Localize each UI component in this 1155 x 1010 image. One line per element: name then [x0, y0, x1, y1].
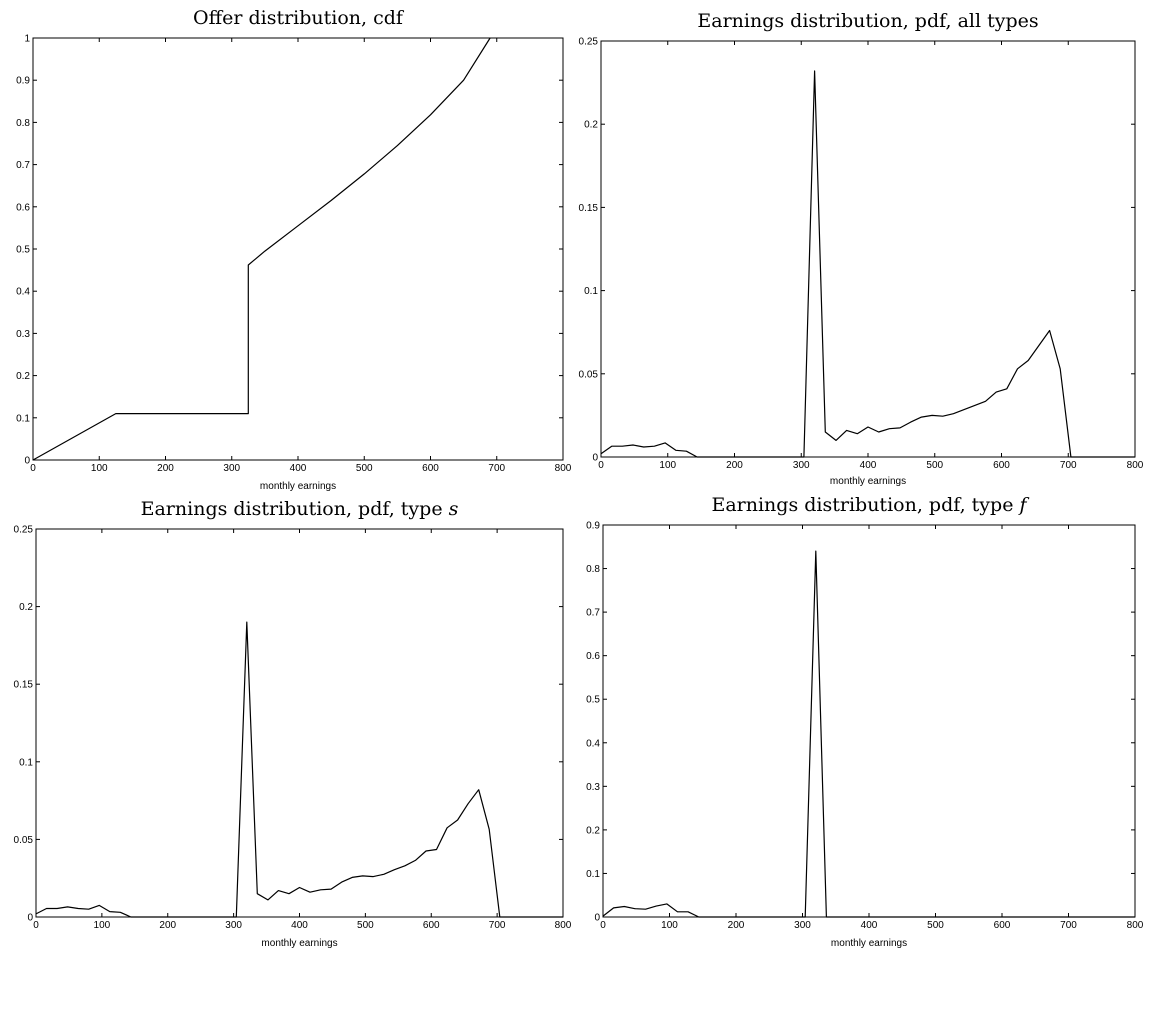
y-tick-label: 0.2: [19, 602, 33, 613]
series-line: [602, 550, 1135, 918]
x-tick-label: 200: [728, 920, 745, 931]
y-tick-label: 0.6: [16, 202, 30, 213]
plot-frame: [32, 37, 564, 461]
y-tick-label: 0.1: [19, 757, 33, 768]
x-tick-label: 700: [1060, 920, 1077, 931]
y-tick-label: 0.4: [16, 287, 30, 298]
y-tick-label: 0.9: [16, 76, 30, 87]
y-tick-label: 0.9: [586, 521, 600, 532]
y-tick-label: 0.5: [16, 245, 30, 256]
y-tick-label: 0.7: [586, 608, 600, 619]
x-tick-label: 800: [555, 920, 572, 931]
x-tick-label: 100: [91, 463, 108, 474]
x-tick-label: 700: [489, 920, 506, 931]
x-tick-label: 600: [422, 463, 439, 474]
x-tick-label: 200: [726, 460, 743, 471]
x-tick-label: 500: [926, 460, 943, 471]
x-tick-label: 300: [793, 460, 810, 471]
x-axis-label: monthly earnings: [830, 476, 906, 487]
x-tick-label: 0: [600, 920, 606, 931]
y-tick-label: 0.7: [16, 160, 30, 171]
y-tick-label: 0.1: [16, 413, 30, 424]
chart-title-variable: f: [1017, 494, 1029, 516]
chart-panel-1: Offer distribution, cdf 0 100 200 300 400 500 6…: [16, 7, 572, 492]
series-line: [35, 621, 563, 918]
x-tick-label: 0: [30, 463, 36, 474]
series-line: [32, 37, 491, 461]
chart-title: Earnings distribution, pdf, type f: [711, 494, 1029, 516]
x-tick-label: 500: [356, 463, 373, 474]
x-tick-label: 100: [659, 460, 676, 471]
chart-panel-2: Earnings distribution, pdf, all types 0 10…: [579, 10, 1144, 487]
series-line: [600, 70, 1135, 458]
y-tick-label: 0.4: [586, 738, 600, 749]
x-tick-label: 100: [94, 920, 111, 931]
y-tick-label: 0: [594, 913, 600, 924]
y-tick-label: 0.15: [579, 203, 599, 214]
y-tick-label: 0.2: [586, 825, 600, 836]
y-tick-label: 0.05: [579, 369, 599, 380]
plot-frame: [602, 524, 1136, 918]
chart-panel-3: Earnings distribution, pdf, type s 0 100 20…: [14, 498, 572, 949]
chart-title: Offer distribution, cdf: [193, 7, 405, 29]
y-tick-label: 1: [24, 34, 30, 45]
x-tick-label: 600: [994, 920, 1011, 931]
x-tick-label: 400: [860, 460, 877, 471]
y-tick-label: 0.05: [14, 835, 34, 846]
y-tick-label: 0: [27, 913, 33, 924]
x-tick-label: 800: [1127, 920, 1144, 931]
chart-title: Earnings distribution, pdf, type s: [141, 498, 459, 520]
x-tick-label: 400: [291, 920, 308, 931]
y-tick-label: 0: [24, 456, 30, 467]
x-tick-label: 500: [927, 920, 944, 931]
chart-panel-4: Earnings distribution, pdf, type f 0 100 20…: [586, 494, 1144, 949]
x-axis-label: monthly earnings: [260, 481, 336, 492]
x-tick-label: 300: [223, 463, 240, 474]
x-axis-label: monthly earnings: [831, 938, 907, 949]
x-tick-label: 200: [157, 463, 174, 474]
x-tick-label: 500: [357, 920, 374, 931]
x-tick-label: 400: [861, 920, 878, 931]
x-tick-label: 800: [555, 463, 572, 474]
x-tick-label: 100: [661, 920, 678, 931]
x-tick-label: 600: [423, 920, 440, 931]
plot-frame: [35, 528, 564, 918]
x-tick-label: 0: [598, 460, 604, 471]
y-tick-label: 0.15: [14, 680, 34, 691]
chart-title: Earnings distribution, pdf, all types: [697, 10, 1038, 32]
x-tick-label: 800: [1127, 460, 1144, 471]
y-tick-label: 0.2: [16, 371, 30, 382]
x-axis-label: monthly earnings: [261, 938, 337, 949]
y-tick-label: 0.25: [14, 525, 34, 536]
y-tick-label: 0.8: [586, 564, 600, 575]
y-tick-label: 0.6: [586, 651, 600, 662]
x-tick-label: 300: [794, 920, 811, 931]
y-tick-label: 0.1: [586, 869, 600, 880]
x-tick-label: 400: [290, 463, 307, 474]
y-tick-label: 0.2: [584, 120, 598, 131]
y-tick-label: 0.3: [586, 782, 600, 793]
chart-title-variable: s: [449, 498, 459, 520]
x-tick-label: 600: [993, 460, 1010, 471]
y-tick-label: 0.25: [579, 37, 599, 48]
x-tick-label: 300: [225, 920, 242, 931]
plot-frame: [600, 40, 1136, 458]
x-tick-label: 200: [159, 920, 176, 931]
x-tick-label: 0: [33, 920, 39, 931]
x-tick-label: 700: [1060, 460, 1077, 471]
x-tick-label: 700: [488, 463, 505, 474]
y-tick-label: 0.3: [16, 329, 30, 340]
y-tick-label: 0.5: [586, 695, 600, 706]
y-tick-label: 0: [592, 453, 598, 464]
y-tick-label: 0.8: [16, 118, 30, 129]
y-tick-label: 0.1: [584, 286, 598, 297]
